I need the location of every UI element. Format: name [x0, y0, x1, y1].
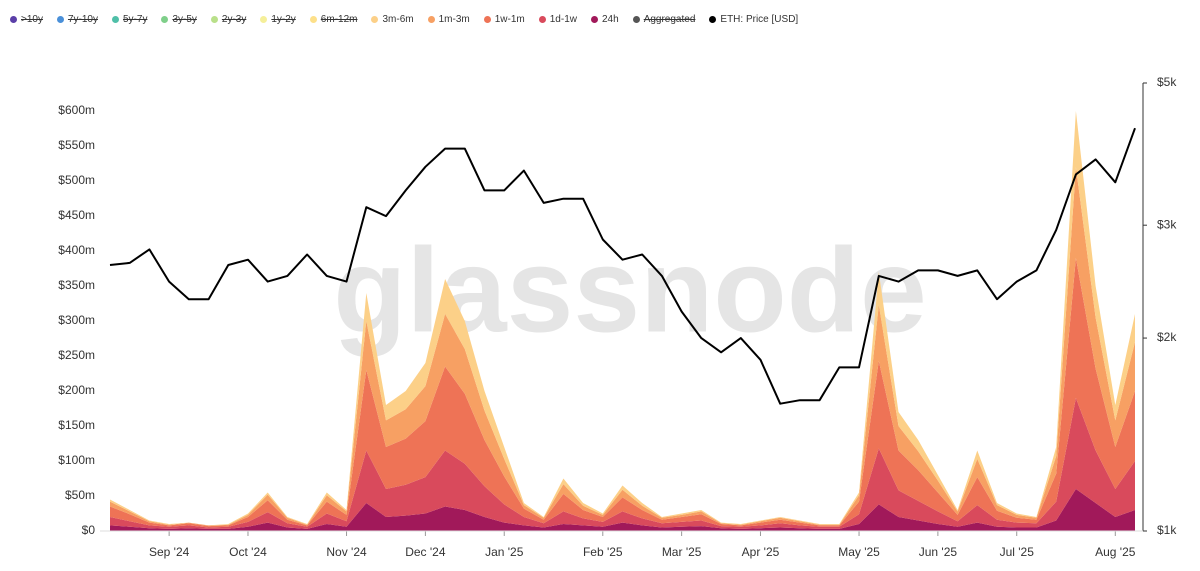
area	[110, 398, 1135, 529]
y2-tick-label: $5k	[1157, 75, 1177, 89]
x-tick-label: Jan '25	[485, 545, 524, 559]
legend-label: Aggregated	[643, 14, 696, 25]
legend-swatch	[483, 16, 491, 23]
line	[109, 127, 1136, 405]
legend-item[interactable]: 3y-5y	[161, 14, 197, 25]
legend-label: >10y	[21, 14, 43, 25]
legend-label: 6m-12m	[320, 14, 358, 25]
legend: >10y 7y-10y 5y-7y 3y-5y 2y-3y 1y-2y 6m-12m 3m-6…	[10, 14, 798, 25]
legend-item[interactable]: 2y-3y	[210, 14, 247, 25]
y-tick-label: $50m	[65, 488, 95, 502]
y-tick-label: $500m	[58, 173, 95, 187]
area	[110, 489, 1135, 531]
x-tick-label: Oct '24	[229, 545, 267, 559]
y-tick-label: $200m	[58, 383, 95, 397]
x-tick-label: Jul '25	[1000, 545, 1035, 559]
y2-tick-label: $3k	[1157, 217, 1177, 231]
legend-swatch	[309, 16, 317, 23]
legend-item[interactable]: 1m-3m	[427, 14, 470, 25]
x-tick-label: Apr '25	[742, 545, 780, 559]
y-tick-label: $600m	[58, 103, 95, 117]
legend-item[interactable]: >10y	[10, 14, 43, 25]
x-tick-label: Jun '25	[919, 545, 958, 559]
legend-item[interactable]: 1w-1m	[483, 14, 525, 25]
legend-label: 3m-6m	[382, 14, 414, 25]
y2-tick-label: $2k	[1157, 330, 1177, 344]
legend-swatch	[260, 16, 268, 23]
legend-item[interactable]: 3m-6m	[371, 14, 414, 25]
legend-item[interactable]: 5y-7y	[111, 14, 148, 25]
legend-item[interactable]: Aggregated	[632, 14, 696, 25]
legend-swatch	[10, 16, 17, 23]
legend-swatch	[371, 16, 379, 23]
legend-item[interactable]: 6m-12m	[309, 14, 358, 25]
legend-label: ETH: Price [USD]	[720, 14, 799, 25]
x-tick-label: Aug '25	[1095, 545, 1136, 559]
legend-label: 5y-7y	[122, 14, 148, 25]
x-tick-label: Nov '24	[326, 545, 367, 559]
y-tick-label: $300m	[58, 313, 95, 327]
legend-label: 1y-2y	[271, 14, 296, 25]
legend-swatch	[538, 16, 546, 23]
y-tick-label: $550m	[58, 138, 95, 152]
y-tick-label: $0	[82, 523, 96, 537]
legend-item[interactable]: 1d-1w	[538, 14, 577, 25]
legend-swatch	[161, 16, 169, 23]
legend-label: 1d-1w	[549, 14, 577, 25]
legend-item[interactable]: 24h	[591, 14, 619, 25]
legend-label: 7y-10y	[67, 14, 98, 25]
legend-label: 1m-3m	[438, 14, 470, 25]
y2-tick-label: $1k	[1157, 523, 1177, 537]
legend-swatch	[709, 16, 717, 23]
legend-label: 3y-5y	[172, 14, 197, 25]
legend-label: 1w-1m	[494, 14, 525, 25]
x-tick-label: May '25	[838, 545, 880, 559]
y-tick-label: $150m	[58, 418, 95, 432]
y-tick-label: $350m	[58, 278, 95, 292]
legend-swatch	[56, 16, 64, 23]
x-tick-label: Sep '24	[149, 545, 190, 559]
legend-swatch	[632, 16, 640, 23]
legend-swatch	[111, 16, 119, 23]
legend-item[interactable]: 7y-10y	[56, 14, 98, 25]
y-tick-label: $400m	[58, 243, 95, 257]
legend-label: 2y-3y	[221, 14, 247, 25]
x-tick-label: Feb '25	[583, 545, 623, 559]
y-tick-label: $450m	[58, 208, 95, 222]
x-tick-label: Mar '25	[662, 545, 702, 559]
legend-swatch	[427, 16, 435, 23]
legend-swatch	[210, 16, 218, 23]
legend-label: 24h	[602, 14, 619, 25]
legend-item[interactable]: 1y-2y	[260, 14, 296, 25]
y-tick-label: $250m	[58, 348, 95, 362]
x-tick-label: Dec '24	[405, 545, 446, 559]
watermark: glassnode	[333, 224, 927, 358]
legend-swatch	[591, 16, 598, 23]
legend-item[interactable]: ETH: Price [USD]	[709, 14, 798, 25]
y-tick-label: $100m	[58, 453, 95, 467]
